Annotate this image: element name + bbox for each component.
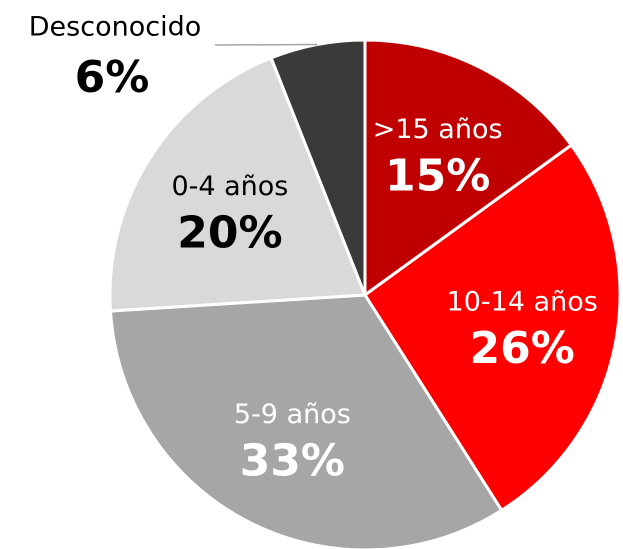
pie-slice (362, 143, 622, 513)
slice-label: Desconocido (29, 12, 201, 43)
slice-value-label: 6% (75, 52, 150, 103)
slice-value-label: 26% (470, 323, 575, 374)
pie-slice (108, 55, 368, 313)
slice-label: >15 años (373, 114, 503, 145)
slice-label: 5-9 años (234, 399, 351, 430)
pie-slice (363, 38, 574, 298)
slice-value-label: 20% (177, 207, 282, 258)
pie-slice (108, 293, 504, 549)
slice-label: 0-4 años (171, 171, 288, 202)
slice-label: 10-14 años (447, 286, 598, 317)
slice-value-label: 33% (240, 436, 345, 487)
slice-value-label: 15% (385, 150, 490, 201)
